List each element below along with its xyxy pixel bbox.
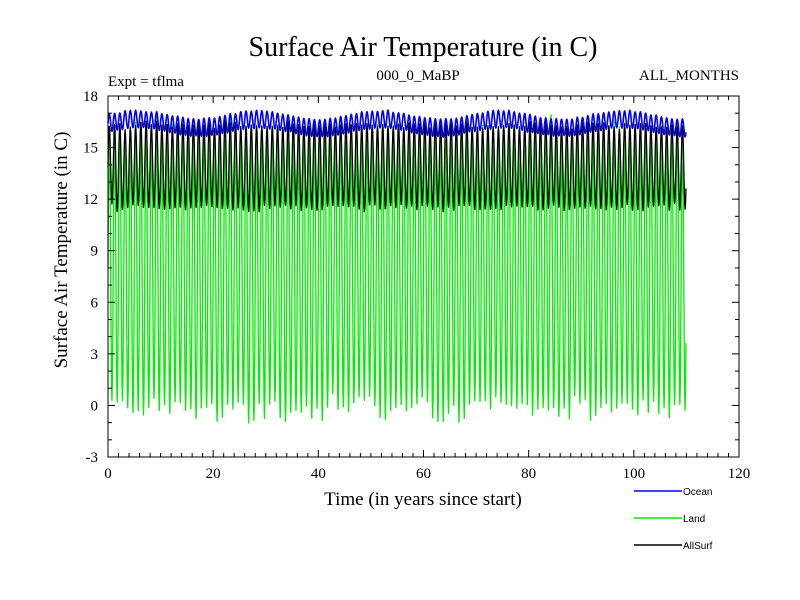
- legend-label-land: Land: [683, 514, 705, 525]
- expt-label: Expt = tflma: [108, 74, 184, 90]
- y-tick-label: -3: [86, 450, 99, 466]
- x-tick-label: 80: [521, 466, 536, 482]
- y-tick-label: 3: [91, 347, 99, 363]
- months-label: ALL_MONTHS: [639, 68, 739, 84]
- plot-series: [107, 109, 687, 424]
- period-label: 000_0_MaBP: [376, 68, 459, 84]
- axes: 0 20 40 60 80 100 120 -3 0 3 6 9 12 15 18: [83, 89, 750, 482]
- y-tick-label: 6: [91, 295, 99, 311]
- legend: Ocean Land AllSurf: [634, 487, 713, 552]
- series-line-allsurf: [107, 120, 687, 213]
- chart-title: Surface Air Temperature (in C): [249, 32, 598, 63]
- series-line-ocean: [107, 109, 687, 139]
- y-tick-label: 18: [83, 89, 98, 105]
- legend-label-allsurf: AllSurf: [683, 541, 713, 552]
- legend-label-ocean: Ocean: [683, 487, 712, 498]
- x-tick-label: 120: [728, 466, 751, 482]
- x-tick-label: 60: [416, 466, 431, 482]
- y-tick-label: 0: [91, 398, 99, 414]
- y-axis-label: Surface Air Temperature (in C): [51, 132, 72, 369]
- x-tick-label: 20: [206, 466, 221, 482]
- y-tick-label: 12: [83, 192, 98, 208]
- x-tick-label: 0: [104, 466, 112, 482]
- x-tick-label: 100: [623, 466, 646, 482]
- y-tick-label: 15: [83, 141, 98, 157]
- x-axis-label: Time (in years since start): [324, 489, 522, 510]
- y-tick-label: 9: [91, 244, 99, 260]
- x-tick-label: 40: [311, 466, 326, 482]
